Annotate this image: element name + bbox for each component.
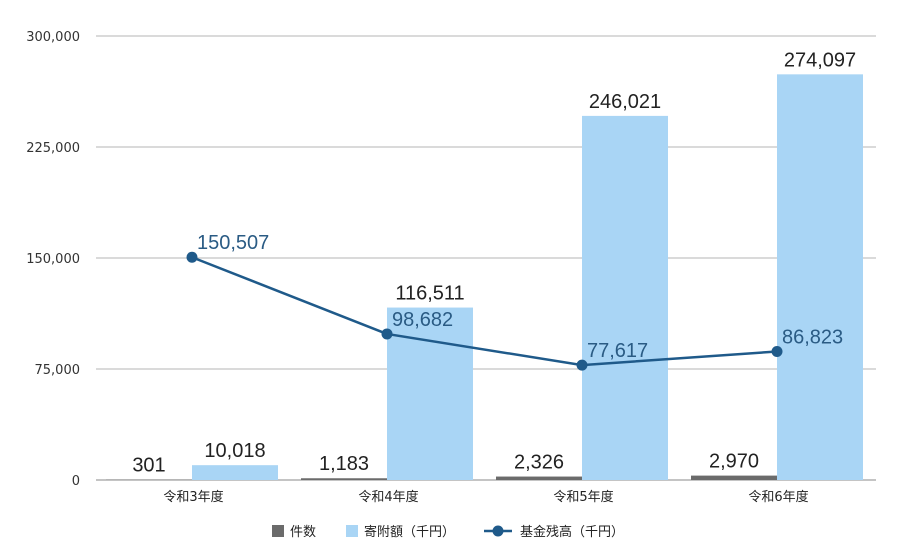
grid-layer: [96, 35, 876, 481]
point-balance: [576, 359, 588, 371]
x-axis-categories: 令和3年度 令和4年度 令和5年度 令和6年度: [163, 489, 808, 505]
bar-count: [301, 478, 387, 480]
y-tick-label: 150,000: [26, 252, 80, 267]
data-label-donation: 274,097: [784, 49, 856, 71]
data-label-balance: 77,617: [587, 340, 648, 362]
data-label-balance: 98,682: [392, 309, 453, 331]
legend-swatch-donation: [346, 525, 358, 537]
x-category-label: 令和5年度: [553, 489, 613, 505]
x-category-label: 令和6年度: [748, 489, 808, 505]
legend-label-donation: 寄附額（千円）: [364, 524, 455, 540]
data-label-donation: 246,021: [589, 91, 661, 113]
y-tick-label: 75,000: [35, 363, 81, 378]
data-label-donation: 116,511: [395, 283, 464, 305]
data-label-balance: 86,823: [782, 327, 843, 349]
x-category-label: 令和3年度: [163, 489, 223, 505]
point-balance: [381, 328, 393, 340]
data-label-donation: 10,018: [204, 440, 265, 462]
line-layer: [186, 251, 783, 371]
bar-count: [496, 476, 582, 480]
y-tick-label: 225,000: [26, 141, 80, 156]
data-label-count: 1,183: [319, 453, 369, 475]
y-tick-label: 0: [72, 474, 80, 489]
data-label-balance: 150,507: [197, 232, 269, 254]
data-label-count: 2,970: [709, 451, 759, 473]
legend-swatch-count: [272, 525, 284, 537]
y-axis-ticks: 0 75,000 150,000 225,000 300,000: [26, 30, 80, 489]
legend: 件数 寄附額（千円） 基金残高（千円）: [272, 524, 624, 540]
legend-marker-balance: [492, 525, 504, 537]
point-balance: [186, 251, 198, 263]
y-tick-label: 300,000: [26, 30, 80, 45]
bar-layer: [106, 74, 863, 481]
x-category-label: 令和4年度: [358, 489, 418, 505]
point-balance: [771, 346, 783, 358]
bar-donation: [777, 74, 863, 481]
bar-donation: [192, 465, 278, 480]
data-label-layer: 301 10,018 1,183 116,511 2,326 246,021 2,970 27…: [132, 49, 856, 476]
bar-count: [691, 475, 777, 480]
legend-label-count: 件数: [290, 525, 316, 540]
legend-label-balance: 基金残高（千円）: [520, 524, 624, 540]
data-label-count: 301: [132, 455, 165, 477]
line-balance: [191, 256, 778, 367]
data-label-count: 2,326: [514, 452, 564, 474]
bar-donation: [387, 307, 473, 480]
bar-donation: [582, 115, 668, 481]
